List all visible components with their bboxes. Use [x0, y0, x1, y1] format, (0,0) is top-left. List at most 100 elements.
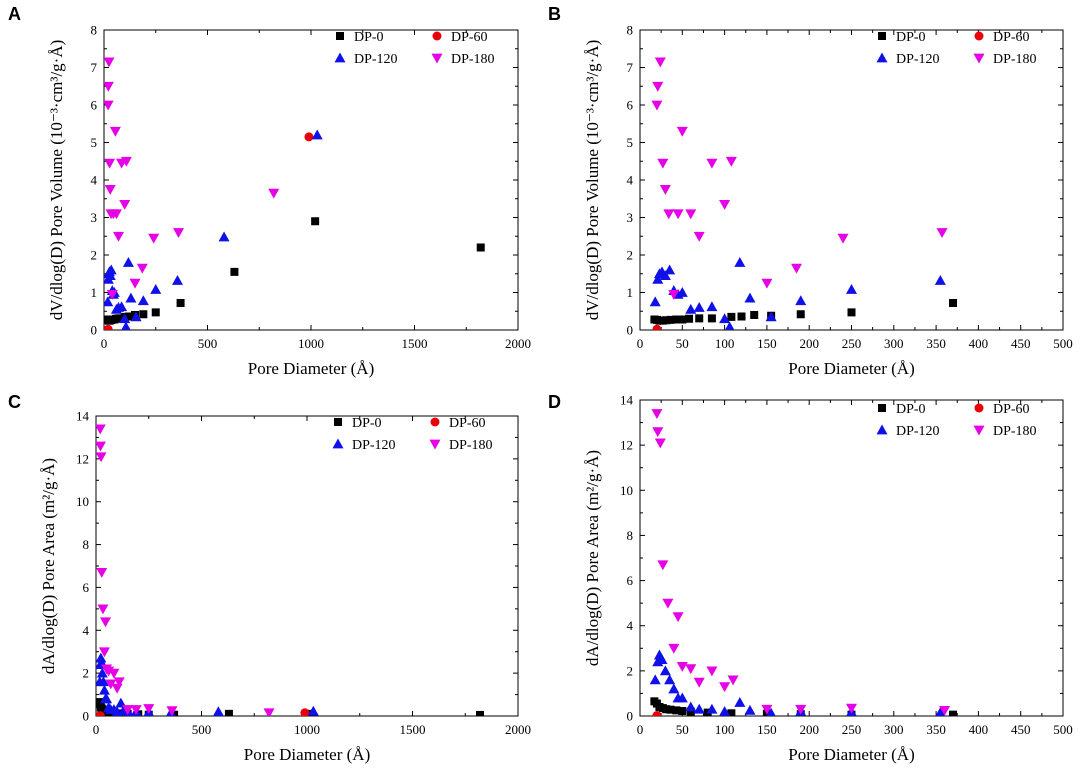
data-point-dp-180 — [837, 233, 849, 244]
data-point-dp-180 — [96, 424, 106, 435]
data-point-dp-180 — [706, 666, 718, 677]
x-tick-label: 2000 — [505, 722, 531, 737]
data-point-dp-120 — [664, 264, 676, 275]
data-point-dp-120 — [765, 311, 777, 322]
data-point-dp-120 — [766, 707, 776, 716]
y-tick-label: 3 — [91, 210, 98, 225]
data-point-dp-120 — [685, 303, 697, 314]
data-points — [649, 57, 958, 330]
data-point-dp-120 — [656, 654, 668, 664]
legend-marker-dp-120 — [876, 52, 888, 63]
data-point-dp-180 — [113, 677, 125, 688]
y-tick-label: 4 — [91, 173, 98, 188]
data-point-dp-60 — [104, 324, 113, 330]
y-axis-label: dV/dlog(D) Pore Volume (10⁻³·cm³/g·Å) — [583, 40, 602, 321]
data-point-dp-0 — [678, 707, 687, 716]
legend-label: DP-0 — [352, 416, 382, 431]
data-point-dp-120 — [744, 292, 756, 303]
chart-panel-c: C 0 500 1000 1500 2000 0 2 4 6 8 10 12 14 Pore Diamete… — [8, 392, 531, 764]
data-point-dp-180 — [936, 228, 948, 238]
legend-marker-dp-60 — [974, 31, 984, 41]
panel-letter: C — [8, 392, 21, 412]
data-point-dp-0 — [737, 312, 746, 321]
data-point-dp-180 — [112, 231, 124, 242]
data-point-dp-0 — [230, 267, 239, 276]
data-point-dp-120 — [734, 696, 746, 707]
data-point-dp-180 — [109, 126, 121, 137]
y-tick-label: 0 — [627, 709, 634, 724]
data-point-dp-120 — [104, 270, 116, 281]
y-tick-label: 14 — [76, 409, 90, 424]
data-point-dp-0 — [476, 243, 485, 252]
legend-label: DP-120 — [896, 52, 940, 67]
data-point-dp-180 — [97, 604, 109, 615]
legend-marker-dp-180 — [973, 53, 985, 64]
data-point-dp-180 — [654, 57, 666, 68]
data-point-dp-120 — [693, 703, 705, 714]
data-point-dp-180 — [99, 617, 111, 628]
chart-panel-b: B 0 50 100 150 200 250 300 350 400 450 500 0 1 2 3 4 5 6 7 8… — [548, 4, 1073, 378]
x-tick-label: 300 — [884, 722, 904, 737]
y-tick-label: 12 — [620, 438, 633, 453]
y-tick-label: 8 — [83, 537, 90, 552]
data-point-dp-120 — [121, 321, 131, 330]
data-point-dp-0 — [666, 705, 675, 714]
data-point-dp-120 — [98, 684, 110, 695]
data-point-dp-0 — [727, 312, 736, 321]
data-point-dp-120 — [846, 284, 857, 294]
data-point-dp-180 — [663, 209, 675, 220]
data-point-dp-120 — [659, 270, 671, 281]
data-point-dp-180 — [651, 409, 663, 420]
data-points — [104, 57, 485, 330]
data-point-dp-60 — [96, 711, 105, 716]
x-tick-label: 0 — [101, 336, 108, 351]
data-point-dp-180 — [693, 231, 705, 242]
data-point-dp-120 — [311, 129, 323, 140]
data-point-dp-180 — [136, 263, 148, 274]
legend-marker-dp-180 — [431, 53, 443, 64]
data-point-dp-120 — [706, 301, 718, 312]
data-point-dp-180 — [110, 209, 122, 220]
data-point-dp-120 — [652, 273, 664, 284]
data-point-dp-180 — [652, 427, 664, 438]
x-tick-label: 500 — [1053, 336, 1073, 351]
x-tick-label: 300 — [884, 336, 904, 351]
data-point-dp-120 — [676, 692, 688, 703]
plot-frame — [95, 415, 519, 717]
data-point-dp-120 — [218, 231, 230, 242]
data-point-dp-0 — [124, 312, 133, 321]
data-point-dp-180 — [719, 682, 731, 693]
legend-marker-dp-180 — [973, 425, 985, 436]
data-point-dp-120 — [934, 275, 946, 285]
data-point-dp-180 — [672, 209, 684, 220]
y-tick-label: 2 — [83, 666, 90, 681]
data-point-dp-120 — [96, 656, 107, 667]
data-point-dp-120 — [122, 257, 134, 267]
data-point-dp-180 — [706, 158, 718, 169]
data-point-dp-0 — [847, 308, 856, 317]
legend-marker-dp-60 — [974, 403, 984, 413]
legend-marker-dp-60 — [430, 417, 440, 427]
x-axis-label: Pore Diameter (Å) — [244, 745, 371, 764]
legend-label: DP-120 — [352, 438, 396, 453]
data-point-dp-120 — [104, 296, 114, 307]
data-point-dp-0 — [151, 308, 160, 317]
data-point-dp-0 — [672, 315, 681, 324]
x-tick-label: 250 — [842, 336, 862, 351]
legend-label: DP-60 — [993, 402, 1030, 417]
x-tick-label: 450 — [1011, 336, 1031, 351]
legend-label: DP-180 — [451, 52, 495, 67]
data-point-dp-0 — [685, 314, 694, 323]
data-point-dp-180 — [166, 706, 178, 716]
y-tick-label: 10 — [620, 483, 633, 498]
legend-label: DP-0 — [896, 30, 926, 45]
x-tick-label: 1000 — [298, 336, 324, 351]
legend-label: DP-180 — [449, 438, 493, 453]
data-point-dp-180 — [104, 184, 116, 195]
y-tick-label: 0 — [83, 709, 90, 724]
y-axis-label: dV/dlog(D) Pore Volume (10⁻³·cm³/g·Å) — [47, 40, 66, 321]
legend: DP-0 DP-60 DP-120 DP-180 — [876, 402, 1037, 439]
data-point-dp-180 — [846, 703, 857, 714]
data-point-dp-180 — [685, 209, 697, 220]
